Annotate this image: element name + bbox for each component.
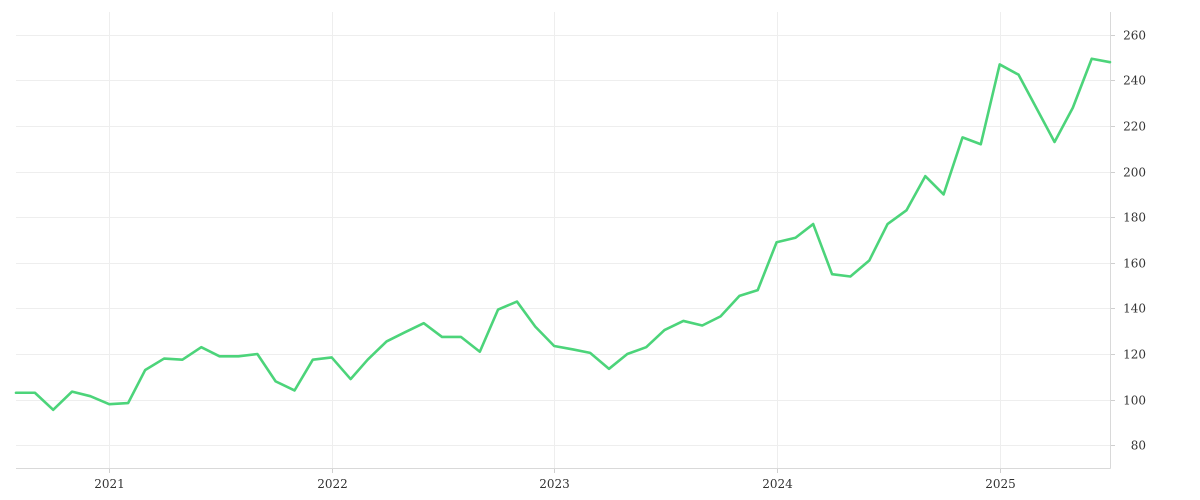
y-tick-label: 100 (1123, 394, 1146, 408)
y-tick-label: 80 (1131, 439, 1146, 453)
y-tick-label: 140 (1123, 302, 1146, 316)
y-tick-label: 120 (1123, 348, 1146, 362)
x-tick-label: 2021 (94, 477, 125, 491)
x-tick-label: 2025 (985, 477, 1016, 491)
tick-labels: 80 100 120 140 160 180 200 220 240 260 2021 2022 202… (94, 29, 1146, 492)
y-tick-label: 240 (1123, 74, 1146, 88)
x-tick-label: 2023 (539, 477, 570, 491)
y-tick-label: 160 (1123, 257, 1146, 271)
y-tick-label: 260 (1123, 29, 1146, 43)
series-layer (14, 57, 1112, 412)
x-tick-label: 2024 (762, 477, 793, 491)
y-tick-label: 200 (1123, 166, 1146, 180)
gridlines (16, 12, 1110, 468)
y-tick-label: 180 (1123, 211, 1146, 225)
axes (16, 12, 1115, 473)
y-tick-label: 220 (1123, 120, 1146, 134)
series-line (14, 57, 1112, 412)
x-tick-label: 2022 (317, 477, 348, 491)
